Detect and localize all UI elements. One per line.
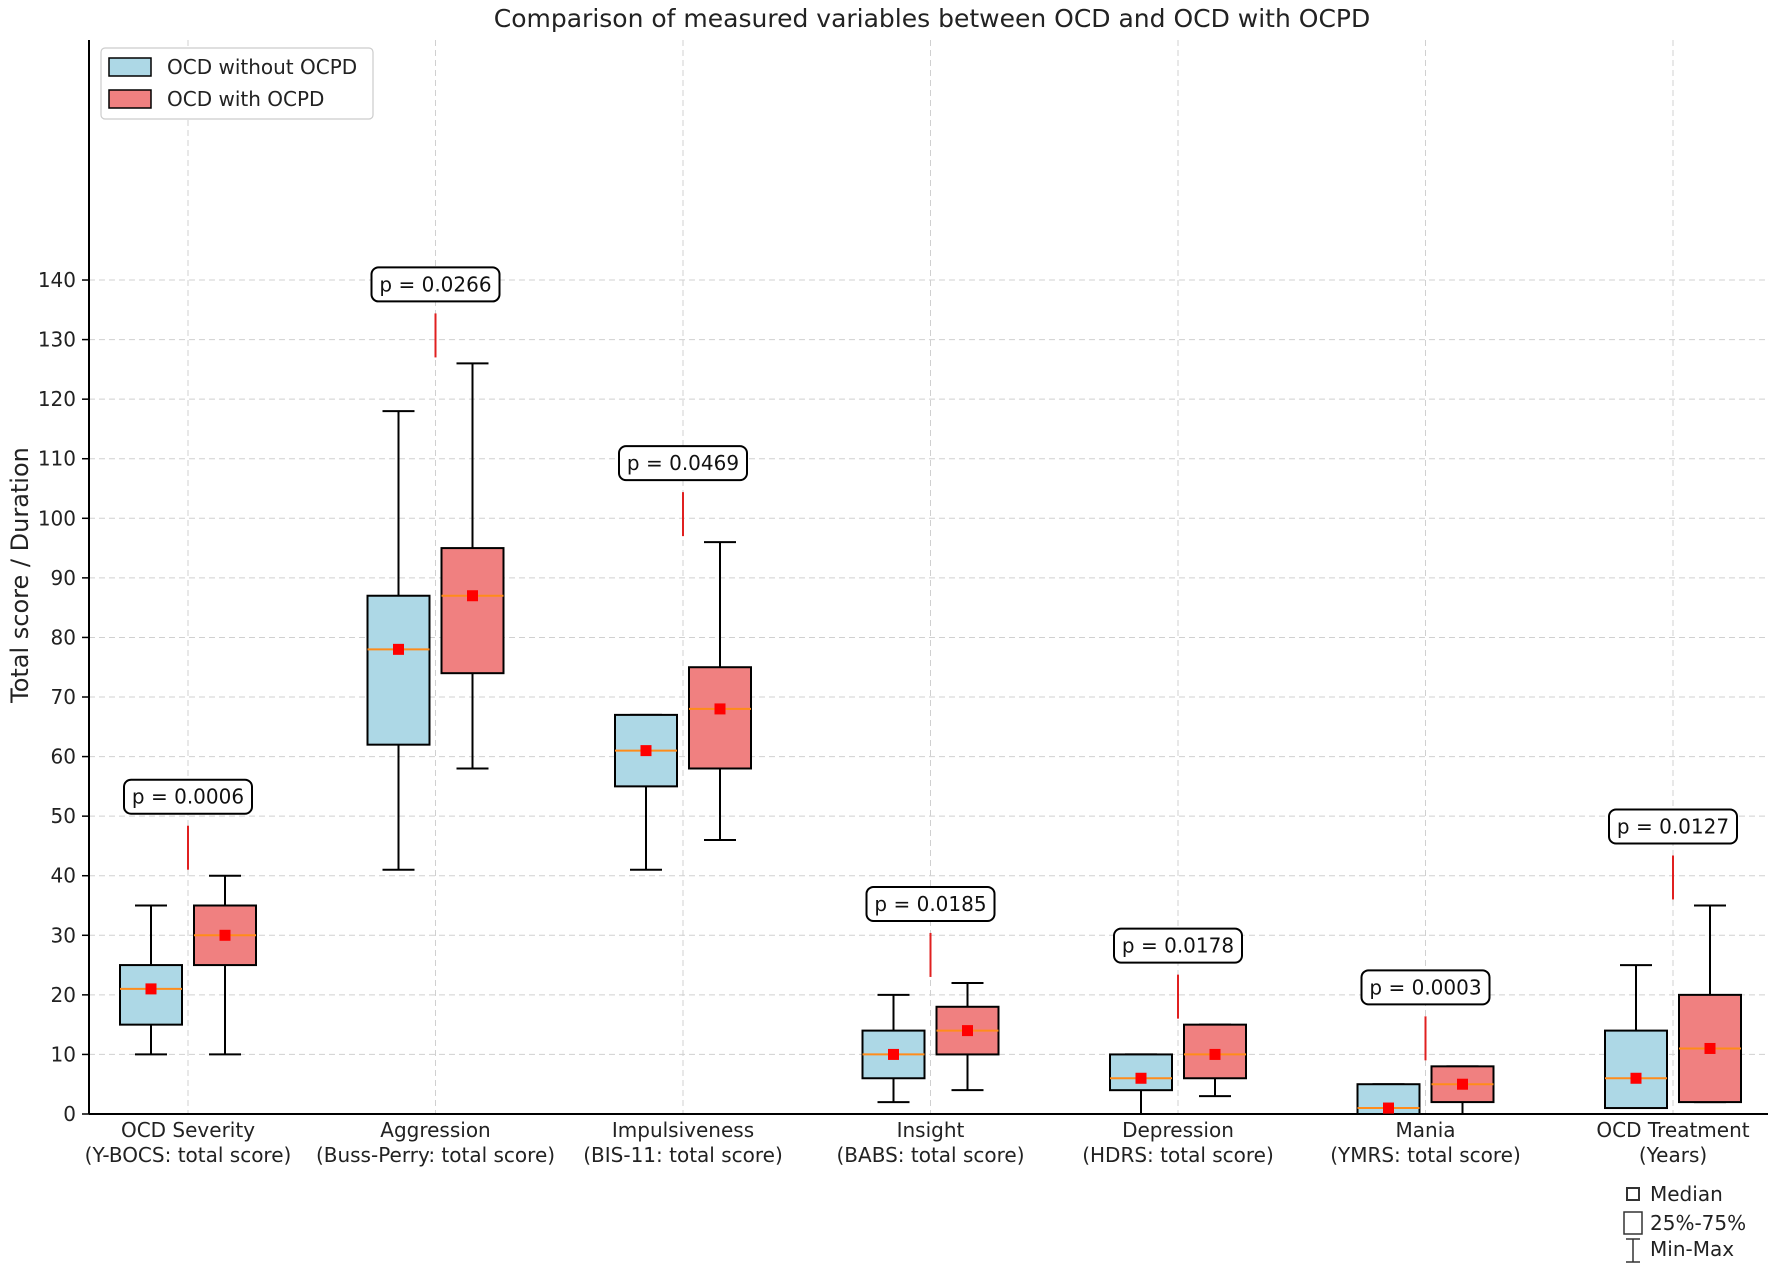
iqr-box bbox=[1604, 1029, 1668, 1110]
y-tick-label: 50 bbox=[51, 804, 76, 828]
y-axis-ticks: 0 10 20 30 40 50 60 70 80 90 100 110 120 130 140 bbox=[38, 268, 89, 1126]
x-axis-labels: OCD Severity(Y-BOCS: total score) Aggress… bbox=[85, 1118, 1750, 1167]
median-marker bbox=[714, 703, 726, 715]
median-marker bbox=[467, 590, 478, 602]
y-tick-label: 70 bbox=[51, 685, 76, 709]
x-category-label: OCD Severity bbox=[121, 1118, 255, 1142]
legend: OCD without OCPD OCD with OCPD bbox=[100, 47, 374, 120]
y-tick-label: 120 bbox=[38, 387, 76, 411]
iqr-box bbox=[119, 964, 183, 1026]
box-with-ocpd bbox=[1678, 904, 1742, 1104]
x-category-label: Depression bbox=[1122, 1118, 1234, 1142]
median-marker bbox=[1704, 1042, 1716, 1054]
y-tick-label: 10 bbox=[51, 1042, 76, 1066]
p-value-box bbox=[865, 885, 996, 922]
iqr-box bbox=[440, 547, 505, 675]
x-category-label: Insight bbox=[897, 1118, 965, 1142]
x-category-sublabel: (BIS-11: total score) bbox=[583, 1143, 783, 1167]
median-marker bbox=[640, 745, 652, 757]
x-category-sublabel: (YMRS: total score) bbox=[1330, 1143, 1521, 1167]
median-marker bbox=[1383, 1102, 1394, 1114]
y-tick-label: 30 bbox=[51, 923, 76, 947]
p-value-label: p = 0.0469 bbox=[627, 451, 739, 475]
box-with-ocpd bbox=[1430, 1065, 1495, 1115]
iqr-box bbox=[366, 594, 431, 746]
p-value-box bbox=[370, 266, 501, 303]
iqr-key-label: 25%-75% bbox=[1650, 1211, 1746, 1235]
box-with-ocpd bbox=[688, 541, 752, 841]
box-key: Median 25%-75% Min-Max bbox=[1623, 1182, 1746, 1263]
x-category-sublabel: (Y-BOCS: total score) bbox=[85, 1143, 292, 1167]
y-tick-label: 80 bbox=[51, 625, 76, 649]
x-category-label: OCD Treatment bbox=[1596, 1118, 1749, 1142]
box-with-ocpd bbox=[193, 874, 257, 1056]
x-category-label: Mania bbox=[1396, 1118, 1456, 1142]
y-tick-label: 140 bbox=[38, 268, 76, 292]
x-category-label: Aggression bbox=[380, 1118, 490, 1142]
median-marker bbox=[1209, 1048, 1221, 1060]
x-category-sublabel: (Buss-Perry: total score) bbox=[316, 1143, 555, 1167]
box-without-ocpd bbox=[1604, 964, 1668, 1110]
median-marker bbox=[145, 983, 157, 995]
p-value-label: p = 0.0185 bbox=[874, 892, 986, 916]
y-tick-label: 20 bbox=[51, 983, 76, 1007]
iqr-box bbox=[688, 666, 752, 770]
box-without-ocpd bbox=[614, 713, 678, 871]
y-tick-label: 130 bbox=[38, 328, 76, 352]
y-axis-label: Total score / Duration bbox=[6, 447, 34, 704]
x-category-label: Impulsiveness bbox=[612, 1118, 754, 1142]
median-marker bbox=[393, 643, 404, 655]
p-value-box bbox=[618, 445, 748, 482]
p-value-label: p = 0.0178 bbox=[1122, 934, 1234, 958]
box-with-ocpd bbox=[935, 981, 1000, 1092]
p-value-box bbox=[1608, 808, 1738, 845]
box-with-ocpd bbox=[1183, 1023, 1247, 1098]
y-tick-label: 90 bbox=[51, 566, 76, 590]
p-value-label: p = 0.0006 bbox=[132, 785, 244, 809]
median-marker bbox=[1457, 1078, 1468, 1090]
p-value-annotations: p = 0.0006 p = 0.0266 p = 0.0469 p = 0.0185… bbox=[123, 266, 1738, 1061]
y-tick-label: 60 bbox=[51, 745, 76, 769]
p-value-box bbox=[1360, 969, 1491, 1006]
y-tick-label: 40 bbox=[51, 864, 76, 888]
p-value-label: p = 0.0003 bbox=[1369, 975, 1481, 999]
box-without-ocpd bbox=[1356, 1083, 1421, 1115]
p-value-label: p = 0.0266 bbox=[379, 272, 491, 296]
median-key-icon bbox=[1626, 1187, 1640, 1201]
y-tick-label: 0 bbox=[63, 1102, 76, 1126]
p-value-label: p = 0.0127 bbox=[1617, 815, 1729, 839]
p-value-box bbox=[1113, 927, 1243, 964]
legend-swatch-with bbox=[108, 89, 152, 109]
axes bbox=[88, 40, 1768, 1115]
p-value-box bbox=[123, 778, 253, 815]
box-without-ocpd bbox=[119, 904, 183, 1056]
chart-title: Comparison of measured variables between… bbox=[494, 4, 1371, 33]
median-marker bbox=[962, 1025, 973, 1037]
y-tick-label: 110 bbox=[38, 447, 76, 471]
median-marker bbox=[1630, 1072, 1642, 1084]
box-without-ocpd bbox=[861, 993, 926, 1104]
legend-label-with: OCD with OCPD bbox=[167, 87, 324, 111]
y-tick-label: 100 bbox=[38, 506, 76, 530]
legend-label-without: OCD without OCPD bbox=[167, 55, 357, 79]
box-without-ocpd bbox=[366, 410, 431, 871]
iqr-key-icon bbox=[1623, 1211, 1643, 1235]
x-category-sublabel: (Years) bbox=[1639, 1143, 1707, 1167]
median-marker bbox=[1135, 1072, 1147, 1084]
range-key-icon bbox=[1626, 1238, 1640, 1263]
box-without-ocpd bbox=[1109, 1053, 1173, 1115]
grid-lines bbox=[89, 40, 1768, 1114]
iqr-box bbox=[1109, 1053, 1173, 1092]
median-key-label: Median bbox=[1650, 1182, 1723, 1206]
range-key-label: Min-Max bbox=[1650, 1237, 1734, 1261]
boxes bbox=[119, 362, 1742, 1115]
legend-frame bbox=[100, 47, 374, 120]
legend-swatch-without bbox=[108, 57, 152, 77]
box-with-ocpd bbox=[440, 362, 505, 770]
x-category-sublabel: (HDRS: total score) bbox=[1082, 1143, 1274, 1167]
median-marker bbox=[888, 1048, 899, 1060]
x-category-sublabel: (BABS: total score) bbox=[837, 1143, 1025, 1167]
median-marker bbox=[219, 929, 231, 941]
